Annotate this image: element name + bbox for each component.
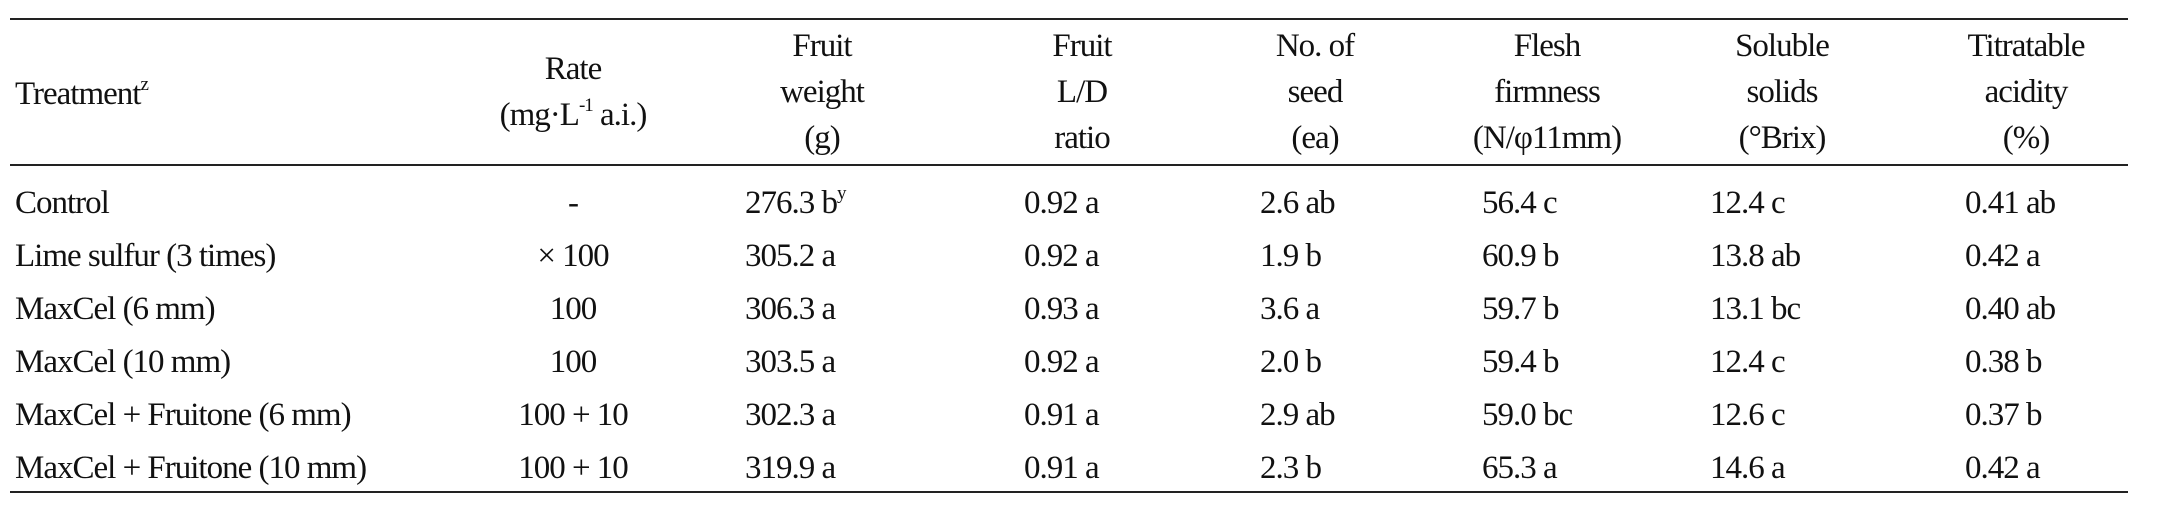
row-maxcel-6-treatment: MaxCel (6 mm)	[15, 291, 216, 327]
row-lime-sulfur-treatment: Lime sulfur (3 times)	[15, 238, 276, 274]
row-maxcel-10-firmness: 59.4 b	[1482, 344, 1559, 380]
row-control-ld: 0.92 a	[1024, 185, 1100, 221]
row-maxcel-fruitone-10-seed: 2.3 b	[1260, 450, 1322, 486]
header-firmness: Flesh firmness (N/φ11mm)	[1472, 28, 1622, 156]
row-maxcel-fruitone-10-ld: 0.91 a	[1024, 450, 1100, 486]
row-maxcel-fruitone-10-weight: 319.9 a	[745, 450, 836, 486]
row-maxcel-fruitone-6-acidity: 0.37 b	[1965, 397, 2042, 433]
row-maxcel-6-acidity: 0.40 ab	[1965, 291, 2056, 327]
row-maxcel-6-firmness: 59.7 b	[1482, 291, 1559, 327]
table-top-rule	[10, 18, 2128, 20]
row-lime-sulfur-weight: 305.2 a	[745, 238, 836, 274]
row-maxcel-6-ld: 0.93 a	[1024, 291, 1100, 327]
row-maxcel-fruitone-10-rate: 100 + 10	[518, 450, 629, 486]
row-maxcel-fruitone-6-ld: 0.91 a	[1024, 397, 1100, 433]
row-lime-sulfur-ld: 0.92 a	[1024, 238, 1100, 274]
header-treatment: Treatmentz	[15, 74, 149, 112]
row-lime-sulfur-seed: 1.9 b	[1260, 238, 1322, 274]
header-solids: Soluble solids (°Brix)	[1735, 28, 1830, 156]
row-maxcel-10-seed: 2.0 b	[1260, 344, 1322, 380]
row-maxcel-10-weight: 303.5 a	[745, 344, 836, 380]
row-maxcel-10-rate: 100	[549, 344, 597, 380]
row-maxcel-10-ld: 0.92 a	[1024, 344, 1100, 380]
header-rate: Rate (mg·L-1 a.i.)	[499, 51, 648, 133]
row-control-weight: 276.3 by	[745, 183, 846, 221]
row-maxcel-fruitone-6-solids: 12.6 c	[1710, 397, 1786, 433]
row-maxcel-6-solids: 13.1 bc	[1710, 291, 1801, 327]
row-maxcel-10-solids: 12.4 c	[1710, 344, 1786, 380]
header-rule	[10, 164, 2128, 166]
row-maxcel-fruitone-6-rate: 100 + 10	[518, 397, 629, 433]
row-maxcel-fruitone-10-treatment: MaxCel + Fruitone (10 mm)	[15, 450, 367, 486]
row-lime-sulfur-acidity: 0.42 a	[1965, 238, 2041, 274]
row-control-treatment: Control	[15, 185, 110, 221]
row-maxcel-fruitone-10-firmness: 65.3 a	[1482, 450, 1558, 486]
table-bottom-rule	[10, 491, 2128, 493]
row-maxcel-fruitone-6-seed: 2.9 ab	[1260, 397, 1336, 433]
row-maxcel-6-seed: 3.6 a	[1260, 291, 1320, 327]
row-maxcel-6-rate: 100	[549, 291, 597, 327]
row-control-seed: 2.6 ab	[1260, 185, 1336, 221]
row-maxcel-fruitone-6-weight: 302.3 a	[745, 397, 836, 433]
row-maxcel-fruitone-6-treatment: MaxCel + Fruitone (6 mm)	[15, 397, 352, 433]
row-control-solids: 12.4 c	[1710, 185, 1786, 221]
header-ld-ratio: Fruit L/D ratio	[1052, 28, 1112, 156]
row-maxcel-fruitone-6-firmness: 59.0 bc	[1482, 397, 1573, 433]
header-fruit-weight: Fruit weight (g)	[780, 28, 865, 156]
row-maxcel-fruitone-10-acidity: 0.42 a	[1965, 450, 2041, 486]
row-control-firmness: 56.4 c	[1482, 185, 1558, 221]
row-lime-sulfur-rate: × 100	[537, 238, 609, 274]
row-maxcel-6-weight: 306.3 a	[745, 291, 836, 327]
row-control-rate: -	[568, 185, 579, 221]
header-acidity: Titratable acidity (%)	[1967, 28, 2085, 156]
row-maxcel-10-treatment: MaxCel (10 mm)	[15, 344, 231, 380]
row-lime-sulfur-firmness: 60.9 b	[1482, 238, 1559, 274]
results-table: Treatmentz Rate (mg·L-1 a.i.) Fruit weigh…	[10, 0, 2128, 508]
row-maxcel-fruitone-10-solids: 14.6 a	[1710, 450, 1786, 486]
header-seed: No. of seed (ea)	[1275, 28, 1355, 156]
row-lime-sulfur-solids: 13.8 ab	[1710, 238, 1801, 274]
row-maxcel-10-acidity: 0.38 b	[1965, 344, 2042, 380]
row-control-acidity: 0.41 ab	[1965, 185, 2056, 221]
